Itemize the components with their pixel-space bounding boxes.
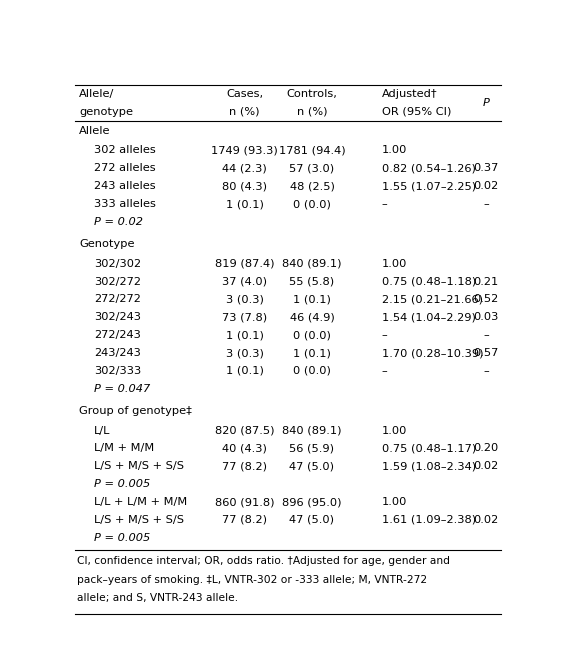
Text: allele; and S, VNTR-243 allele.: allele; and S, VNTR-243 allele. [77,593,238,604]
Text: 0.02: 0.02 [474,181,499,191]
Text: 1.00: 1.00 [382,259,407,269]
Text: 48 (2.5): 48 (2.5) [289,181,334,191]
Text: 0.20: 0.20 [474,443,499,453]
Text: 0 (0.0): 0 (0.0) [293,330,331,340]
Text: L/S + M/S + S/S: L/S + M/S + S/S [94,461,184,471]
Text: 0.21: 0.21 [474,277,499,286]
Text: 1 (0.1): 1 (0.1) [225,330,264,340]
Text: 1781 (94.4): 1781 (94.4) [279,145,345,155]
Text: 1 (0.1): 1 (0.1) [225,366,264,376]
Text: 840 (89.1): 840 (89.1) [282,426,342,435]
Text: 73 (7.8): 73 (7.8) [222,312,267,322]
Text: 1 (0.1): 1 (0.1) [225,199,264,209]
Text: pack–years of smoking. ‡L, VNTR-302 or -333 allele; M, VNTR-272: pack–years of smoking. ‡L, VNTR-302 or -… [77,575,427,584]
Text: 896 (95.0): 896 (95.0) [282,497,342,507]
Text: P = 0.005: P = 0.005 [94,479,151,489]
Text: 1.54 (1.04–2.29): 1.54 (1.04–2.29) [382,312,475,322]
Text: 1.70 (0.28–10.39): 1.70 (0.28–10.39) [382,348,483,358]
Text: 0.75 (0.48–1.18): 0.75 (0.48–1.18) [382,277,476,286]
Text: P = 0.02: P = 0.02 [94,217,143,227]
Text: 302/243: 302/243 [94,312,141,322]
Text: 272/272: 272/272 [94,294,141,304]
Text: Genotype: Genotype [79,239,134,249]
Text: 272 alleles: 272 alleles [94,163,156,174]
Text: 243/243: 243/243 [94,348,141,358]
Text: 37 (4.0): 37 (4.0) [222,277,267,286]
Text: 46 (4.9): 46 (4.9) [289,312,334,322]
Text: n (%): n (%) [297,106,327,117]
Text: Cases,: Cases, [226,89,263,99]
Text: 1.61 (1.09–2.38): 1.61 (1.09–2.38) [382,515,476,525]
Text: 840 (89.1): 840 (89.1) [282,259,342,269]
Text: 820 (87.5): 820 (87.5) [215,426,274,435]
Text: 860 (91.8): 860 (91.8) [215,497,274,507]
Text: 0.03: 0.03 [474,312,499,322]
Text: 302/272: 302/272 [94,277,141,286]
Text: 77 (8.2): 77 (8.2) [222,461,267,471]
Text: 1 (0.1): 1 (0.1) [293,348,331,358]
Text: n (%): n (%) [229,106,260,117]
Text: 302/333: 302/333 [94,366,142,376]
Text: 55 (5.8): 55 (5.8) [289,277,334,286]
Text: 1.00: 1.00 [382,426,407,435]
Text: –: – [382,366,387,376]
Text: 819 (87.4): 819 (87.4) [215,259,274,269]
Text: 1.59 (1.08–2.34): 1.59 (1.08–2.34) [382,461,476,471]
Text: 0.02: 0.02 [474,515,499,525]
Text: –: – [382,330,387,340]
Text: 1.55 (1.07–2.25): 1.55 (1.07–2.25) [382,181,476,191]
Text: 77 (8.2): 77 (8.2) [222,515,267,525]
Text: 0.52: 0.52 [474,294,499,304]
Text: 302/302: 302/302 [94,259,141,269]
Text: 44 (2.3): 44 (2.3) [222,163,267,174]
Text: 243 alleles: 243 alleles [94,181,156,191]
Text: genotype: genotype [79,106,133,117]
Text: 272/243: 272/243 [94,330,141,340]
Text: 1749 (93.3): 1749 (93.3) [211,145,278,155]
Text: Allele/: Allele/ [79,89,114,99]
Text: 0.75 (0.48–1.17): 0.75 (0.48–1.17) [382,443,476,453]
Text: 0 (0.0): 0 (0.0) [293,199,331,209]
Text: 57 (3.0): 57 (3.0) [289,163,334,174]
Text: CI, confidence interval; OR, odds ratio. †Adjusted for age, gender and: CI, confidence interval; OR, odds ratio.… [77,556,450,566]
Text: P: P [483,98,490,108]
Text: 3 (0.3): 3 (0.3) [225,348,264,358]
Text: 3 (0.3): 3 (0.3) [225,294,264,304]
Text: L/L: L/L [94,426,111,435]
Text: 47 (5.0): 47 (5.0) [289,515,334,525]
Text: P = 0.047: P = 0.047 [94,384,151,394]
Text: OR (95% CI): OR (95% CI) [382,106,451,117]
Text: 56 (5.9): 56 (5.9) [289,443,334,453]
Text: 333 alleles: 333 alleles [94,199,156,209]
Text: 0 (0.0): 0 (0.0) [293,366,331,376]
Text: –: – [483,199,489,209]
Text: 1.00: 1.00 [382,145,407,155]
Text: Adjusted†: Adjusted† [382,89,437,99]
Text: 2.15 (0.21–21.66): 2.15 (0.21–21.66) [382,294,483,304]
Text: Controls,: Controls, [287,89,337,99]
Text: L/M + M/M: L/M + M/M [94,443,155,453]
Text: 0.02: 0.02 [474,461,499,471]
Text: Allele: Allele [79,126,111,136]
Text: L/S + M/S + S/S: L/S + M/S + S/S [94,515,184,525]
Text: L/L + L/M + M/M: L/L + L/M + M/M [94,497,188,507]
Text: –: – [483,366,489,376]
Text: –: – [483,330,489,340]
Text: 80 (4.3): 80 (4.3) [222,181,267,191]
Text: 0.57: 0.57 [474,348,499,358]
Text: 1 (0.1): 1 (0.1) [293,294,331,304]
Text: –: – [382,199,387,209]
Text: 302 alleles: 302 alleles [94,145,156,155]
Text: 0.82 (0.54–1.26): 0.82 (0.54–1.26) [382,163,475,174]
Text: 0.37: 0.37 [474,163,499,174]
Text: P = 0.005: P = 0.005 [94,533,151,543]
Text: Group of genotype‡: Group of genotype‡ [79,406,192,416]
Text: 1.00: 1.00 [382,497,407,507]
Text: 40 (4.3): 40 (4.3) [222,443,267,453]
Text: 47 (5.0): 47 (5.0) [289,461,334,471]
